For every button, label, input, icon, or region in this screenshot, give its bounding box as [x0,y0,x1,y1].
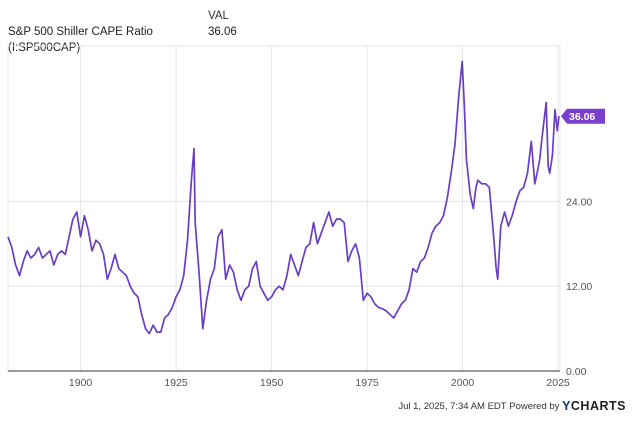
grid-lines [8,46,560,371]
ycharts-logo[interactable]: YCHARTS [562,399,626,413]
legend-value-header: VAL [208,10,229,22]
legend-series-name: S&P 500 Shiller CAPE Ratio (I:SP500CAP) [8,26,153,54]
plot-frame [7,45,561,372]
legend-header-row: - VAL [8,8,248,24]
ycharts-logo-y: Y [562,399,571,413]
x-tick-label-2000: 2000 [451,377,475,389]
y-tick-label-12: 12.00 [566,281,592,293]
last-value-badge: 36.06 [561,108,605,124]
x-tick-label-1900: 1900 [69,377,93,389]
x-tick-label-1975: 1975 [355,377,379,389]
ycharts-logo-text: CHARTS [570,399,626,413]
x-tick-label-2025: 2025 [546,377,570,389]
x-axis-ticks: 1900 1925 1950 1975 2000 2025 [69,377,570,389]
x-tick-label-1925: 1925 [164,377,188,389]
footer-powered-by: Powered by [509,400,560,412]
legend: - VAL S&P 500 Shiller CAPE Ratio (I:SP50… [8,8,248,56]
last-value-badge-label: 36.06 [569,111,595,123]
legend-series-row[interactable]: S&P 500 Shiller CAPE Ratio (I:SP500CAP) … [8,24,248,56]
cape-ratio-line[interactable] [7,60,560,335]
footer: Jul 1, 2025, 7:34 AM EDT Powered by YCHA… [398,399,626,413]
y-axis-ticks: 0.00 12.00 24.00 [566,196,592,378]
x-tick-label-1950: 1950 [260,377,284,389]
footer-timestamp: Jul 1, 2025, 7:34 AM EDT [398,400,507,412]
y-tick-label-0: 0.00 [566,366,587,378]
legend-series-value: 36.06 [208,26,237,38]
y-tick-label-24: 24.00 [566,196,592,208]
last-value-badge-shape [561,108,605,124]
